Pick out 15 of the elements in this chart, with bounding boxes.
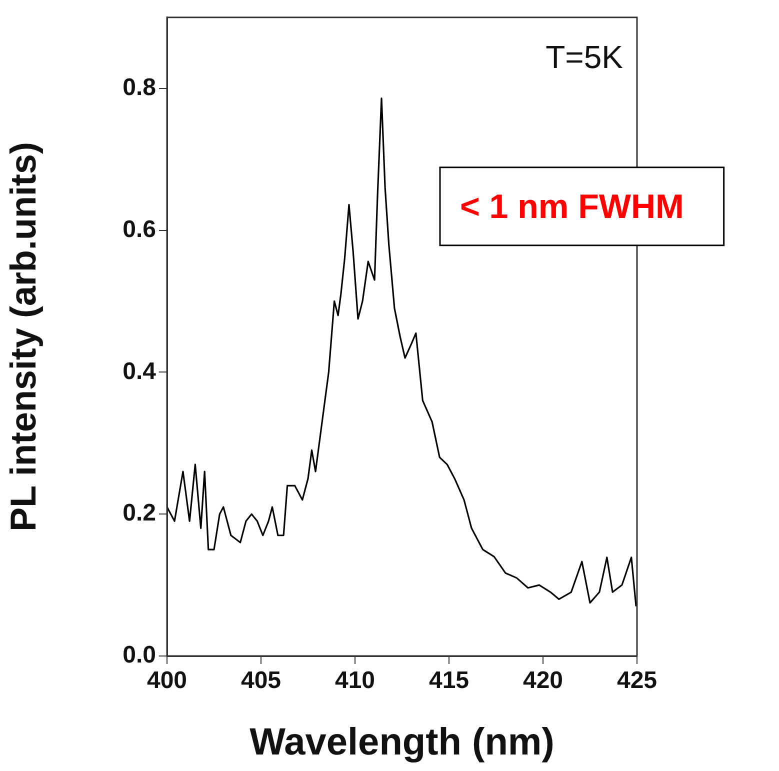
y-axis-title: PL intensity (arb.units) [2, 142, 44, 532]
x-axis-title: Wavelength (nm) [250, 722, 554, 764]
y-tick-label: 0.4 [122, 358, 157, 385]
y-tick-label: 0.6 [122, 216, 156, 243]
x-tick-label: 410 [334, 667, 376, 694]
y-tick-label: 0.8 [122, 74, 156, 101]
x-tick-label: 400 [146, 667, 188, 694]
x-tick-label: 405 [240, 667, 282, 694]
x-tick-label: 420 [522, 667, 564, 694]
annotation: T=5K [546, 39, 623, 76]
x-tick-label: 425 [616, 667, 658, 694]
annotation: < 1 nm FWHM [460, 188, 684, 226]
y-tick-label: 0.2 [122, 500, 156, 527]
x-tick-label: 415 [428, 667, 470, 694]
y-tick-label: 0.0 [122, 642, 156, 669]
